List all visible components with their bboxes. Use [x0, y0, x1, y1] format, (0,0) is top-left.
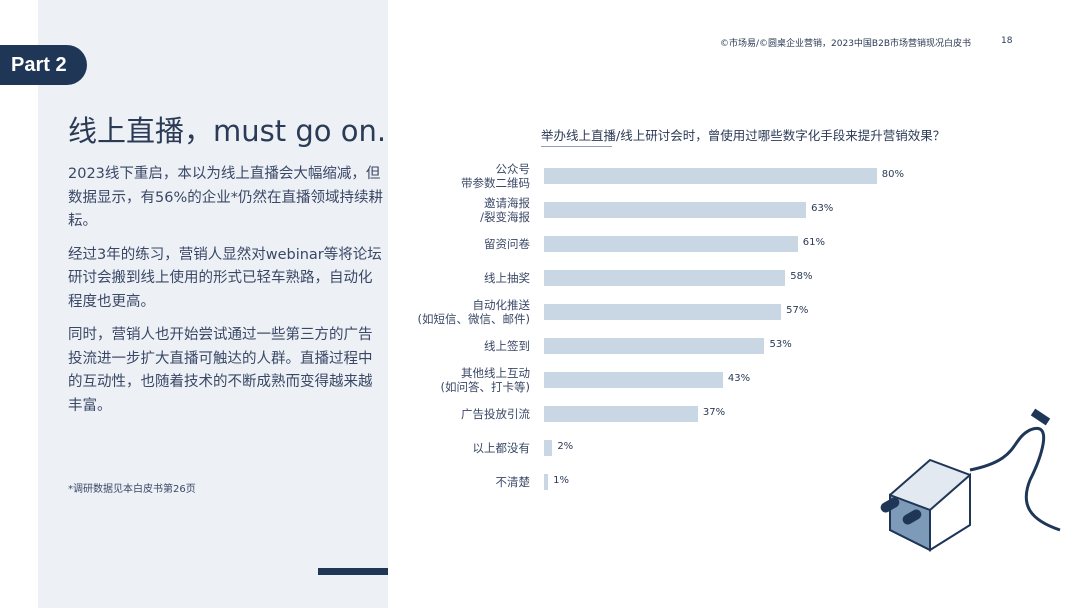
category-label: 公众号 带参数二维码 [461, 162, 530, 190]
bar [544, 440, 553, 456]
bar [544, 406, 698, 422]
category-label: 邀请海报 /裂变海报 [480, 196, 530, 224]
category-label: 以上都没有 [472, 441, 531, 455]
title-underline [541, 146, 612, 147]
value-label: 80% [881, 169, 905, 180]
category-label: 留资问卷 [484, 237, 530, 251]
plug-illustration [880, 408, 1061, 552]
category-label: 其他线上互动 (如问答、打卡等) [440, 366, 530, 394]
value-label: 37% [702, 407, 726, 418]
section-tag: Part 2 [0, 45, 87, 85]
bar [544, 338, 765, 354]
bar [544, 202, 807, 218]
category-label: 不清楚 [495, 475, 531, 489]
accent-bar [318, 568, 388, 575]
bar [544, 372, 723, 388]
category-label: 广告投放引流 [461, 407, 530, 421]
body-text: 2023线下重启，本以为线上直播会大幅缩减，但数据显示，有56%的企业*仍然在直… [68, 163, 386, 428]
value-label: 58% [790, 271, 813, 282]
paragraph: 2023线下重启，本以为线上直播会大幅缩减，但数据显示，有56%的企业*仍然在直… [68, 166, 383, 229]
value-label: 63% [811, 203, 834, 214]
bar [544, 474, 549, 490]
bar [544, 270, 786, 286]
value-label: 53% [769, 339, 792, 350]
category-label: 自动化推送 (如短信、微信、邮件) [417, 298, 530, 326]
bar [544, 236, 798, 252]
category-label: 线上签到 [484, 339, 530, 353]
paragraph: 同时，营销人也开始尝试通过一些第三方的广告投流进一步扩大直播可触达的人群。直播过… [68, 327, 373, 414]
value-label: 2% [557, 441, 574, 452]
value-label: 57% [786, 305, 809, 316]
bar [544, 168, 877, 184]
chart-title: 举办线上直播/线上研讨会时，曾使用过哪些数字化手段来提升营销效果？ [541, 128, 946, 143]
source: ©市场易/©圆桌企业营销，2023中国B2B市场营销现况白皮书 [720, 39, 972, 49]
value-label: 1% [553, 475, 570, 486]
bar [544, 304, 782, 320]
title: 线上直播，must go on. [68, 114, 387, 148]
page-number: 18 [1001, 36, 1013, 46]
value-label: 61% [802, 237, 825, 248]
paragraph: 经过3年的练习，营销人显然对webinar等将论坛研讨会搬到线上使用的形式已轻车… [68, 246, 382, 310]
footnote: *调研数据见本白皮书第26页 [68, 484, 196, 495]
category-label: 线上抽奖 [484, 271, 530, 285]
side-panel [38, 0, 388, 608]
value-label: 43% [727, 373, 751, 384]
